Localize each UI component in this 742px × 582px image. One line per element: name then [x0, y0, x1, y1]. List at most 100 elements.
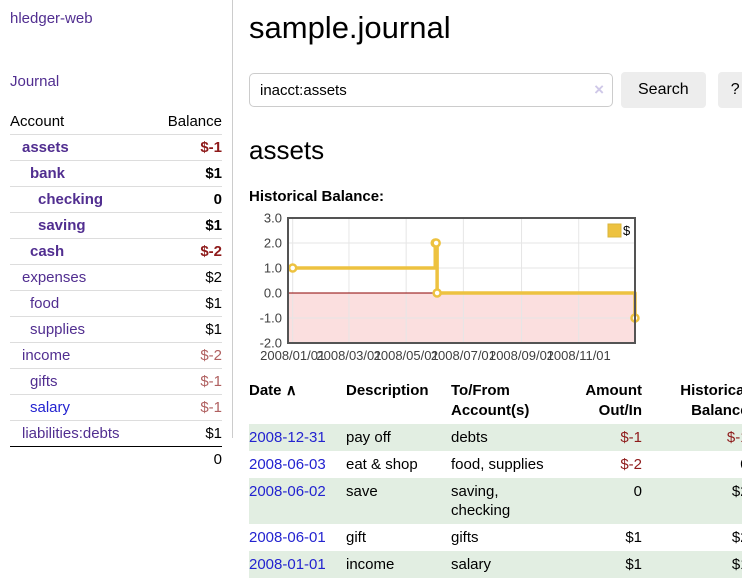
- accounts-total-value: 0: [151, 446, 222, 472]
- register-header-accounts: To/From Account(s): [451, 382, 530, 419]
- help-button[interactable]: ?: [717, 72, 742, 108]
- transaction-balance: $2: [731, 529, 742, 546]
- account-balance: 0: [151, 186, 222, 213]
- chart-heading: Historical Balance:: [249, 188, 385, 205]
- balance-chart-svg: $3.0 2.0 1.0 0.0 -1.0 -2.02008/01/012008/03/0…: [260, 211, 640, 363]
- y-axis-tick-label: 1.0: [264, 261, 282, 276]
- account-link[interactable]: saving: [38, 217, 86, 234]
- transaction-accounts: gifts: [451, 529, 479, 546]
- transaction-description: gift: [346, 529, 367, 546]
- transaction-amount: 0: [633, 483, 642, 500]
- account-link[interactable]: assets: [22, 139, 69, 156]
- transaction-accounts: debts: [451, 429, 488, 446]
- data-point-marker: [432, 288, 442, 298]
- account-balance: $1: [151, 316, 222, 343]
- transaction-balance: 0: [646, 451, 742, 478]
- accounts-header-row: Account Balance: [10, 109, 222, 135]
- register-header-date[interactable]: Date ∧: [249, 382, 297, 399]
- transaction-date-link[interactable]: 2008-06-02: [249, 483, 326, 500]
- account-row: expenses $2: [10, 264, 222, 291]
- x-axis-tick-label: 2008/03/01: [316, 348, 381, 363]
- y-axis-tick-label: 3.0: [264, 211, 282, 226]
- data-point-marker: [287, 263, 298, 273]
- legend-label: $: [623, 223, 631, 238]
- register-header-description: Description: [346, 382, 429, 399]
- transaction-balance: $-1: [726, 429, 742, 446]
- x-axis-tick-label: 2008/01/01: [260, 348, 325, 363]
- register-table: Date ∧ Description To/From Account(s) Am…: [249, 378, 742, 578]
- sidebar: hledger-web Journal Account Balance asse…: [0, 0, 233, 472]
- account-balance: $1: [151, 212, 222, 239]
- account-heading: assets: [249, 135, 325, 165]
- transaction-description: eat & shop: [346, 456, 418, 473]
- account-balance: $-1: [151, 368, 222, 395]
- account-link[interactable]: salary: [30, 399, 71, 416]
- account-link[interactable]: expenses: [22, 269, 87, 286]
- accounts-header-balance: Balance: [167, 113, 222, 130]
- account-row: saving $1: [10, 212, 222, 239]
- app-title: hledger-web: [10, 10, 222, 27]
- transaction-description: income: [346, 556, 395, 573]
- account-row: supplies $1: [10, 316, 222, 343]
- transaction-date-link[interactable]: 2008-06-03: [249, 456, 326, 473]
- transaction-row: 2008-12-31 pay off debts $-1 $-1: [249, 424, 742, 451]
- account-link[interactable]: supplies: [30, 321, 86, 338]
- sort-ascending-icon: ∧: [285, 382, 297, 399]
- account-balance: $1: [151, 290, 222, 317]
- transaction-amount: $-1: [620, 429, 642, 446]
- account-balance: $2: [151, 264, 222, 291]
- transaction-amount: $1: [625, 556, 642, 573]
- register-header-amount: Amount Out/In: [585, 382, 642, 419]
- search-button[interactable]: Search: [621, 72, 706, 108]
- page-title: sample.journal: [249, 10, 451, 45]
- account-balance: $1: [151, 160, 222, 187]
- accounts-total-row: 0: [10, 446, 222, 472]
- transaction-date-link[interactable]: 2008-12-31: [249, 429, 326, 446]
- search-form: × Search ?: [249, 72, 742, 108]
- account-balance: $1: [151, 420, 222, 447]
- main-content: sample.journal × Search ? assets Histori…: [233, 0, 742, 582]
- account-link[interactable]: liabilities:debts: [22, 425, 120, 442]
- account-balance: $-1: [151, 134, 222, 161]
- x-axis-tick-label: 2008/05/01: [374, 348, 439, 363]
- transaction-balance: $2: [731, 483, 742, 500]
- transaction-accounts: salary: [451, 556, 492, 573]
- x-axis-tick-label: 2008/07/01: [431, 348, 496, 363]
- register-header-balance: Historical Balance: [680, 382, 742, 419]
- transaction-row: 2008-06-02 save saving, checking 0 $2: [249, 478, 742, 524]
- nav-journal-link[interactable]: Journal: [10, 73, 60, 90]
- account-row: salary $-1: [10, 394, 222, 421]
- transaction-date-link[interactable]: 2008-06-01: [249, 529, 326, 546]
- transaction-description: pay off: [346, 429, 391, 446]
- y-axis-tick-label: -2.0: [260, 336, 282, 351]
- account-link[interactable]: checking: [38, 191, 104, 208]
- nav: Journal: [10, 73, 222, 90]
- clear-search-icon[interactable]: ×: [594, 80, 604, 99]
- account-row: bank $1: [10, 160, 222, 187]
- account-link[interactable]: income: [22, 347, 71, 364]
- transaction-balance: $1: [731, 556, 742, 573]
- x-axis-tick-label: 2008/11/01: [547, 348, 611, 363]
- account-row: food $1: [10, 290, 222, 317]
- transaction-accounts: food, supplies: [451, 456, 544, 473]
- account-link[interactable]: cash: [30, 243, 65, 260]
- transaction-row: 2008-06-01 gift gifts $1 $2: [249, 524, 742, 551]
- account-link[interactable]: gifts: [30, 373, 58, 390]
- transaction-accounts: saving, checking: [451, 483, 511, 519]
- transaction-amount: $1: [625, 529, 642, 546]
- account-row: assets $-1: [10, 134, 222, 161]
- x-axis-tick-label: 2008/09/01: [489, 348, 554, 363]
- transaction-row: 2008-01-01 income salary $1 $1: [249, 551, 742, 578]
- accounts-table: Account Balance assets $-1 bank $1 checking 0…: [10, 109, 222, 472]
- account-link[interactable]: food: [30, 295, 60, 312]
- transaction-date-link[interactable]: 2008-01-01: [249, 556, 326, 573]
- account-balance: $-2: [151, 238, 222, 265]
- transaction-description: save: [346, 483, 378, 500]
- search-input[interactable]: [249, 73, 613, 107]
- account-link[interactable]: bank: [30, 165, 66, 182]
- y-axis-tick-label: 2.0: [264, 236, 282, 251]
- account-row: liabilities:debts $1: [10, 420, 222, 447]
- account-balance: $-2: [151, 342, 222, 369]
- app-title-link[interactable]: hledger-web: [10, 10, 93, 27]
- y-axis-tick-label: -1.0: [260, 311, 282, 326]
